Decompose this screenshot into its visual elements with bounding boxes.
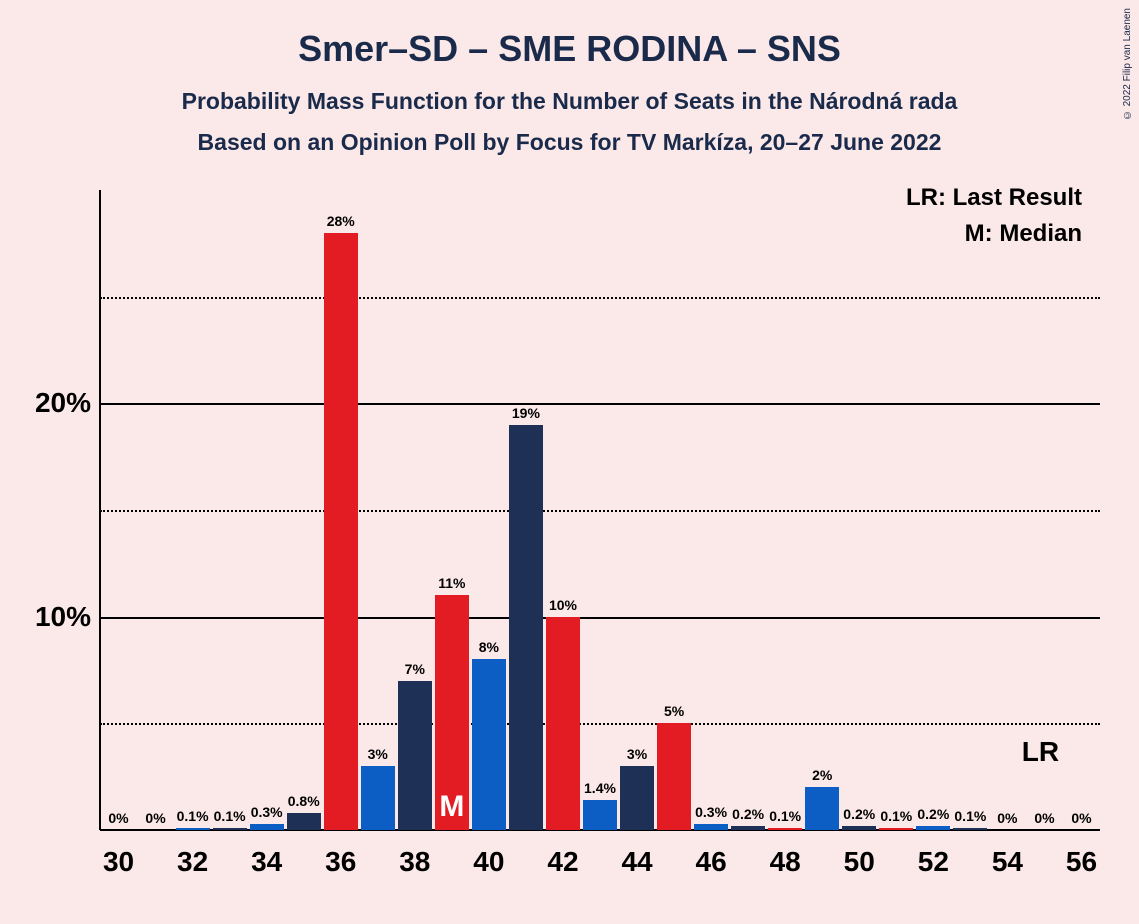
bar-value-label: 0% <box>145 810 165 826</box>
chart-title: Smer–SD – SME RODINA – SNS <box>0 0 1139 70</box>
median-marker: M <box>439 790 464 824</box>
x-axis-tick: 38 <box>399 846 430 878</box>
bar: 5% <box>657 723 691 830</box>
gridline <box>100 403 1100 405</box>
x-axis-tick: 56 <box>1066 846 1097 878</box>
bar-value-label: 0% <box>1071 810 1091 826</box>
gridline <box>100 510 1100 512</box>
bar-value-label: 0.2% <box>732 806 764 822</box>
bar: 3% <box>620 766 654 830</box>
lr-marker: LR <box>1022 736 1059 768</box>
bar: 0.1% <box>879 828 913 830</box>
bar-value-label: 0.1% <box>769 808 801 824</box>
legend-lr: LR: Last Result <box>906 184 1082 212</box>
bar-value-label: 0.1% <box>214 808 246 824</box>
bar: 0.1% <box>768 828 802 830</box>
bar-value-label: 0% <box>108 810 128 826</box>
bar-value-label: 0% <box>997 810 1017 826</box>
bar-value-label: 19% <box>512 405 540 421</box>
bar: 0.3% <box>250 824 284 830</box>
gridline <box>100 617 1100 619</box>
bar-value-label: 0.1% <box>177 808 209 824</box>
x-axis-tick: 48 <box>770 846 801 878</box>
bar-value-label: 0.2% <box>917 806 949 822</box>
bar-value-label: 0.2% <box>843 806 875 822</box>
x-axis-tick: 32 <box>177 846 208 878</box>
bar: 0.2% <box>916 826 950 830</box>
bar: 11%M <box>435 595 469 830</box>
x-axis-tick: 54 <box>992 846 1023 878</box>
bar-value-label: 11% <box>438 575 465 591</box>
bar-value-label: 1.4% <box>584 780 616 796</box>
bar-value-label: 3% <box>368 746 388 762</box>
bar: 1.4% <box>583 800 617 830</box>
bar: 10% <box>546 617 580 830</box>
bar-value-label: 8% <box>479 639 499 655</box>
chart-subtitle-1: Probability Mass Function for the Number… <box>0 88 1139 115</box>
x-axis-tick: 36 <box>325 846 356 878</box>
bar: 2% <box>805 787 839 830</box>
bar: 0.2% <box>842 826 876 830</box>
x-axis-tick: 50 <box>844 846 875 878</box>
bar-value-label: 3% <box>627 746 647 762</box>
bar: 0.1% <box>953 828 987 830</box>
bar: 3% <box>361 766 395 830</box>
bar: 0.2% <box>731 826 765 830</box>
bar-value-label: 2% <box>812 767 832 783</box>
y-axis-label: 10% <box>35 601 91 633</box>
copyright-text: © 2022 Filip van Laenen <box>1122 8 1133 120</box>
x-axis-tick: 46 <box>696 846 727 878</box>
y-axis-label: 20% <box>35 387 91 419</box>
bar-value-label: 0.8% <box>288 793 320 809</box>
gridline <box>100 297 1100 299</box>
bar-value-label: 7% <box>405 661 425 677</box>
bar-value-label: 0.3% <box>695 804 727 820</box>
bar-value-label: 0% <box>1034 810 1054 826</box>
bar-value-label: 0.3% <box>251 804 283 820</box>
bar: 0.3% <box>694 824 728 830</box>
bar: 0.8% <box>287 813 321 830</box>
chart-subtitle-2: Based on an Opinion Poll by Focus for TV… <box>0 129 1139 156</box>
x-axis-tick: 52 <box>918 846 949 878</box>
bar-value-label: 5% <box>664 703 684 719</box>
bar-value-label: 28% <box>327 213 355 229</box>
x-axis-tick: 44 <box>621 846 652 878</box>
bar-value-label: 0.1% <box>880 808 912 824</box>
legend-m: M: Median <box>965 220 1082 248</box>
gridline <box>100 723 1100 725</box>
bar: 0.1% <box>176 828 210 830</box>
y-axis <box>99 190 101 830</box>
bar: 8% <box>472 659 506 830</box>
x-axis-tick: 40 <box>473 846 504 878</box>
bar: 0.1% <box>213 828 247 830</box>
chart-plot-area: LR: Last Result M: Median 0%0%0.1%0.1%0.… <box>100 190 1100 830</box>
bar-value-label: 10% <box>549 597 577 613</box>
x-axis-tick: 30 <box>103 846 134 878</box>
bar: 19% <box>509 425 543 830</box>
bar-value-label: 0.1% <box>954 808 986 824</box>
x-axis-tick: 34 <box>251 846 282 878</box>
bar: 28% <box>324 233 358 830</box>
bar: 7% <box>398 681 432 830</box>
x-axis-tick: 42 <box>547 846 578 878</box>
